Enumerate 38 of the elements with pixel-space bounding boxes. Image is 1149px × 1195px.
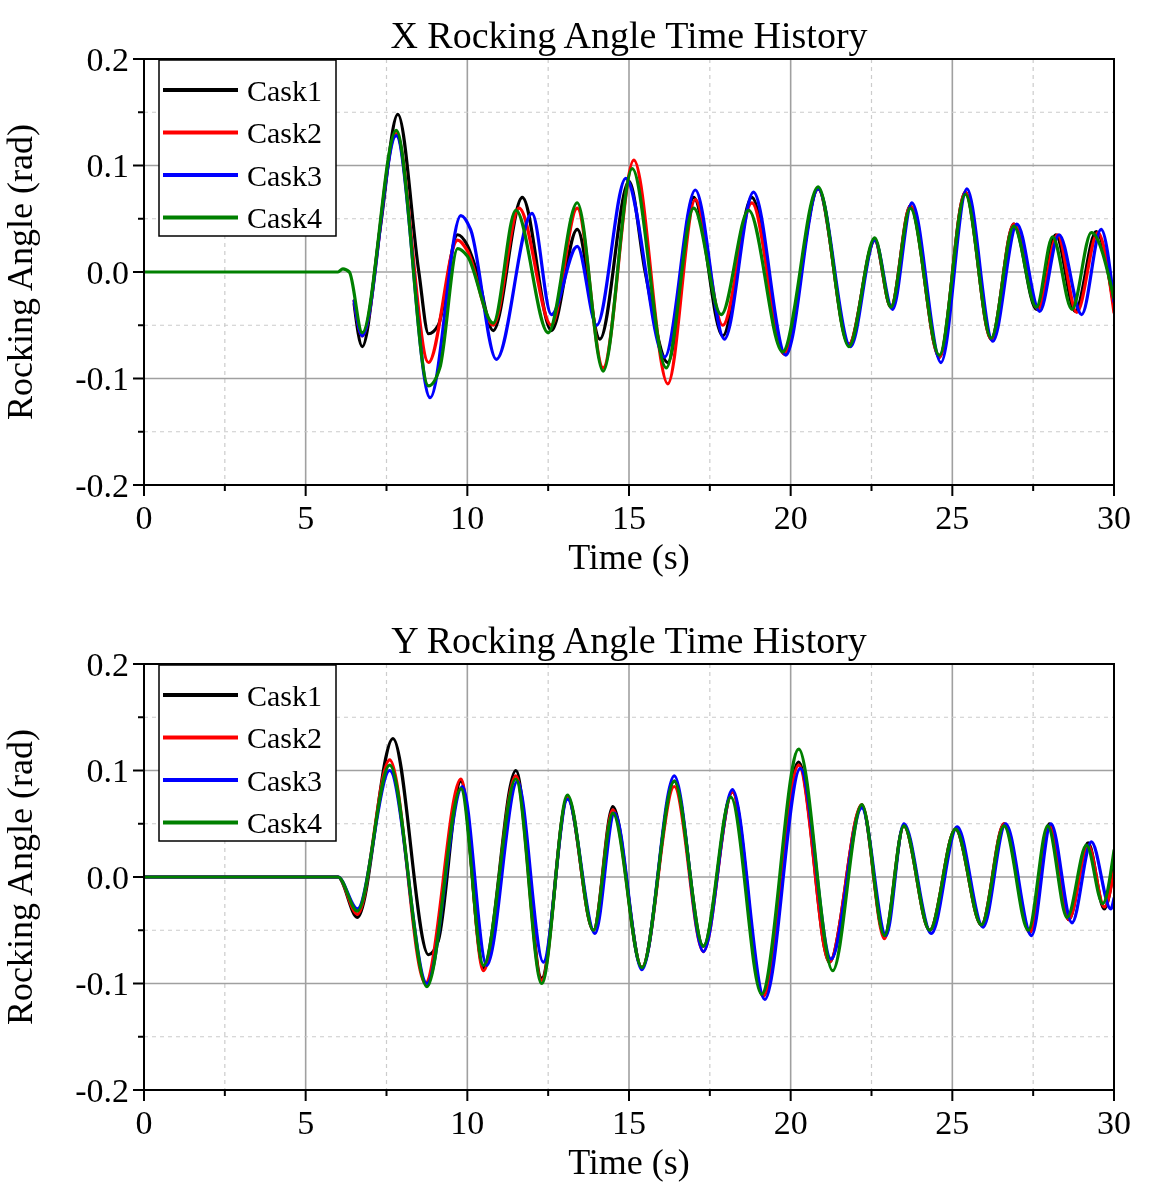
- x-tick-label: 5: [297, 1104, 315, 1141]
- legend-label: Cask3: [247, 763, 322, 797]
- x-tick-label: 30: [1097, 499, 1131, 536]
- y-tick-label: 0.0: [86, 253, 129, 291]
- y-tick-label: -0.1: [75, 360, 129, 398]
- y-tick-label: -0.2: [75, 1071, 129, 1109]
- x-axis-title: Time (s): [568, 1142, 690, 1182]
- y-tick-label: 0.1: [86, 752, 129, 790]
- legend-label: Cask3: [247, 158, 322, 192]
- x-tick-label: 20: [773, 1104, 808, 1141]
- x-tick-label: 25: [935, 1104, 970, 1141]
- y-axis-title: Rocking Angle (rad): [0, 124, 40, 420]
- legend-label: Cask1: [247, 678, 322, 712]
- x-tick-label: 15: [612, 1104, 646, 1141]
- x-axis-title: Time (s): [568, 537, 690, 577]
- x-tick-label: 25: [935, 499, 970, 536]
- legend-label: Cask2: [247, 721, 322, 754]
- y-tick-label: 0.1: [86, 147, 129, 185]
- y-tick-label: -0.2: [75, 466, 129, 504]
- x-tick-label: 30: [1097, 1104, 1131, 1141]
- y-tick-label: -0.1: [75, 965, 129, 1003]
- x-tick-label: 10: [450, 1104, 485, 1141]
- x-tick-label: 15: [612, 499, 646, 536]
- x-tick-label: 20: [773, 499, 808, 536]
- y-tick-label: 0.2: [86, 645, 129, 683]
- y-tick-label: 0.0: [86, 858, 129, 896]
- legend-label: Cask4: [247, 201, 322, 234]
- x-tick-label: 5: [297, 499, 315, 536]
- chart-title: X Rocking Angle Time History: [390, 14, 868, 56]
- y-axis-title: Rocking Angle (rad): [0, 729, 40, 1025]
- chart-title: Y Rocking Angle Time History: [391, 619, 867, 661]
- x-tick-label: 10: [450, 499, 485, 536]
- legend-label: Cask1: [247, 73, 322, 107]
- x-tick-label: 0: [135, 1104, 153, 1141]
- legend-label: Cask4: [247, 806, 322, 839]
- x-tick-label: 0: [135, 499, 153, 536]
- legend-label: Cask2: [247, 116, 322, 149]
- y-tick-label: 0.2: [86, 40, 129, 78]
